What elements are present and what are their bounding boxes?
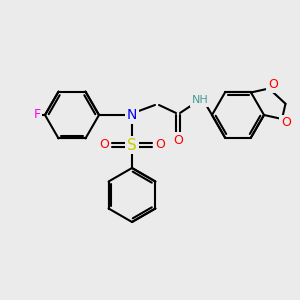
Text: O: O bbox=[268, 78, 278, 91]
Text: S: S bbox=[127, 137, 137, 152]
Text: N: N bbox=[127, 108, 137, 122]
Text: O: O bbox=[281, 116, 291, 130]
Text: O: O bbox=[99, 139, 109, 152]
Text: F: F bbox=[33, 109, 40, 122]
Text: NH: NH bbox=[192, 95, 208, 105]
Text: O: O bbox=[155, 139, 165, 152]
Text: O: O bbox=[173, 134, 183, 146]
